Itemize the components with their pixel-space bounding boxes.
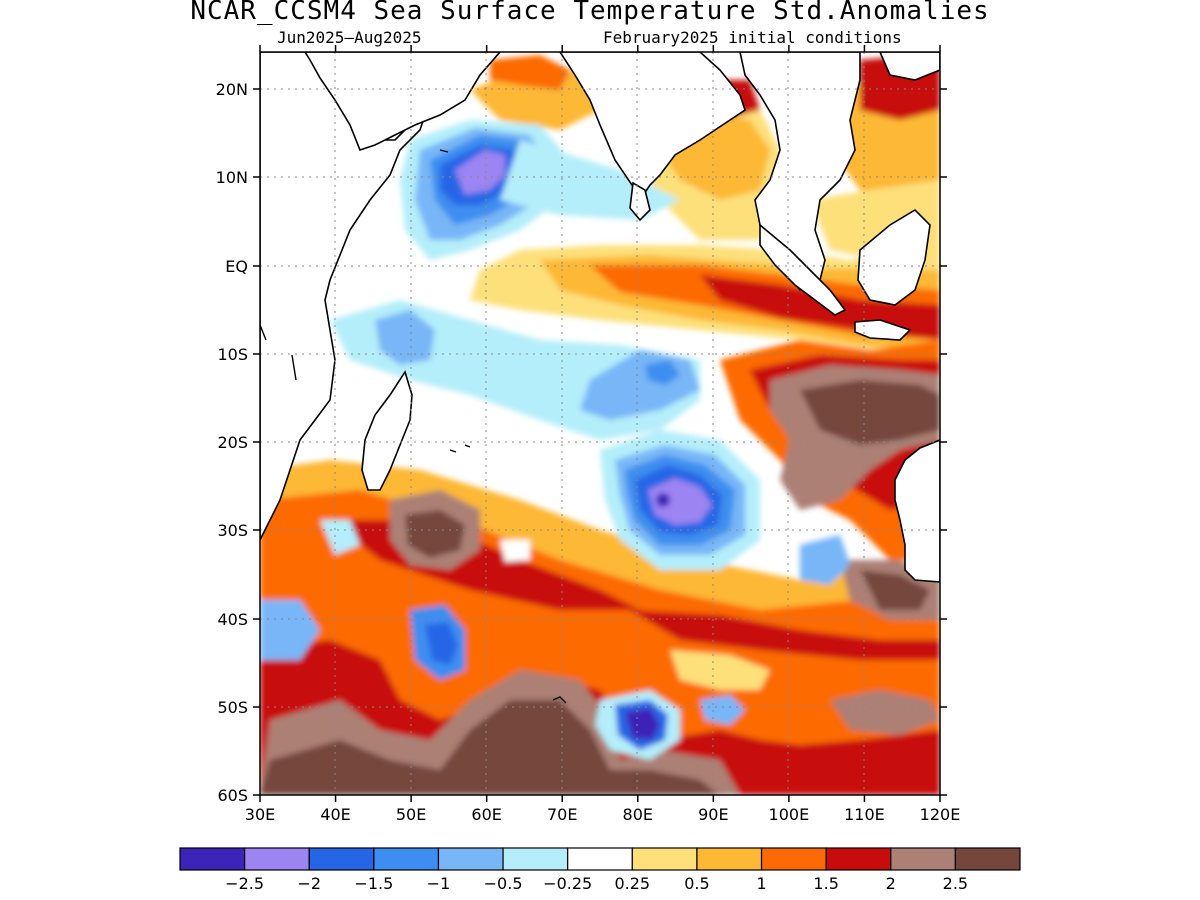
map-frame <box>259 51 941 796</box>
lat-tick-label: EQ <box>225 257 248 276</box>
lat-tick-label: 20N <box>216 80 248 99</box>
gridlines <box>260 52 940 795</box>
sri-lanka-coastline <box>629 181 651 222</box>
arabia-coastline <box>304 52 502 151</box>
forecast-period: Jun2025–Aug2025 <box>277 28 422 47</box>
lat-tick-label: 60S <box>217 786 248 805</box>
lat-tick-label: 50S <box>217 698 248 717</box>
lon-tick-label: 80E <box>623 805 653 824</box>
mascarene-islands <box>464 444 471 448</box>
legend-swatch <box>631 847 698 871</box>
lon-tick-label: 100E <box>769 805 810 824</box>
legend-swatch <box>890 847 956 871</box>
legend-swatch <box>760 847 827 871</box>
legend-swatch <box>567 847 633 871</box>
australia-coastline <box>894 439 940 583</box>
india-coastline <box>559 52 746 202</box>
land-masses <box>260 52 940 583</box>
madagascar-coastline <box>361 370 413 491</box>
lat-tick-label: 10S <box>217 345 248 364</box>
lat-tick-label: 40S <box>217 610 248 629</box>
lon-tick-label: 50E <box>396 805 426 824</box>
legend-label: −2.5 <box>225 874 264 893</box>
legend-label: −0.25 <box>543 874 592 893</box>
legend-swatch <box>437 847 504 871</box>
lat-tick-label: 10N <box>216 168 248 187</box>
color-legend: −2.5 −2 −1.5 −1 −0.5 −0.25 0.25 0.5 1 1.5 2 2.5 <box>179 847 1021 893</box>
lat-tick-label: 20S <box>217 433 248 452</box>
legend-label: 1.5 <box>813 874 838 893</box>
legend-swatch <box>308 847 375 871</box>
southeast-asia-coastline <box>739 52 861 292</box>
legend-label: −1 <box>427 874 451 893</box>
lon-tick-label: 60E <box>471 805 501 824</box>
legend-swatch <box>244 847 310 871</box>
map-title: NCAR_CCSM4 Sea Surface Temperature Std.A… <box>190 0 990 26</box>
legend-label: 1 <box>756 874 766 893</box>
initial-conditions: February2025 initial conditions <box>603 28 902 47</box>
legend-label: 0.25 <box>614 874 650 893</box>
sumatra-coastline <box>759 223 847 316</box>
legend-swatch <box>502 847 569 871</box>
maldives-islands <box>439 149 449 153</box>
lon-tick-label: 120E <box>920 805 961 824</box>
lat-tick-label: 30S <box>217 521 248 540</box>
legend-label: −2 <box>297 874 321 893</box>
legend-swatch <box>696 847 763 871</box>
indochina-east-coastline <box>879 52 940 81</box>
legend-label: 2.5 <box>943 874 968 893</box>
lon-tick-label: 40E <box>320 805 350 824</box>
legend-swatch <box>373 847 440 871</box>
legend-swatch <box>825 847 892 871</box>
latitude-axis: 20N 10N EQ 10S 20S 30S 40S 50S 60S <box>216 80 248 805</box>
lon-tick-label: 70E <box>547 805 577 824</box>
java-coastline <box>854 319 912 341</box>
lon-tick-label: 90E <box>698 805 728 824</box>
longitude-axis: 30E 40E 50E 60E 70E 80E 90E 100E 110E 120E <box>245 805 961 824</box>
legend-label: 0.5 <box>684 874 709 893</box>
legend-swatch <box>954 847 1021 871</box>
legend-swatch <box>179 847 246 871</box>
legend-label: −0.5 <box>484 874 523 893</box>
legend-label: 2 <box>886 874 896 893</box>
lon-tick-label: 30E <box>245 805 275 824</box>
plot-area <box>260 52 940 795</box>
legend-label: −1.5 <box>354 874 393 893</box>
lon-tick-label: 110E <box>844 805 885 824</box>
